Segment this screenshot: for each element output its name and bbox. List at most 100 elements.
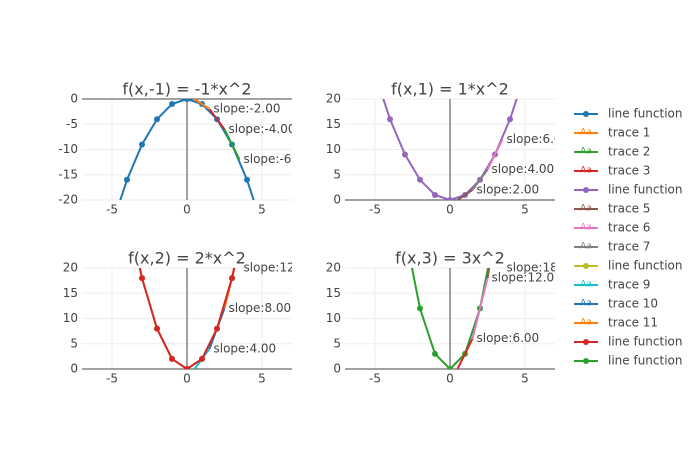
series-line [456, 338, 474, 369]
slope-label: slope:2.00 [477, 182, 540, 196]
series-line [208, 108, 226, 130]
point [522, 71, 528, 77]
y-tick-label: 15 [326, 117, 341, 131]
legend-label: line function [608, 354, 683, 368]
point [139, 275, 145, 282]
legend-label: line function [608, 183, 683, 197]
y-tick-label: 5 [70, 336, 78, 350]
legend-text-symbol: Aa [580, 318, 592, 328]
point [417, 176, 423, 183]
legend-text-symbol: Aa [580, 204, 592, 214]
slope-label: slope:18.00 [507, 261, 577, 275]
x-tick-label: 5 [258, 372, 266, 386]
point [229, 275, 235, 282]
point [199, 355, 205, 362]
point [259, 222, 265, 228]
slope-label: slope:-4.00 [229, 122, 296, 136]
point [447, 366, 453, 369]
point [432, 350, 438, 357]
legend-marker [583, 111, 589, 117]
point [402, 230, 408, 236]
text-layer: slope:-2.00 slope:-6.00 slope:-4.00 [214, 102, 296, 167]
y-tick-label: -15 [58, 167, 78, 181]
slope-label: slope:4.00 [492, 162, 555, 176]
point [124, 176, 130, 183]
legend-marker [583, 263, 589, 269]
point [492, 230, 498, 236]
y-tick-label: 0 [70, 92, 78, 106]
y-tick-label: 0 [70, 362, 78, 376]
x-tick-label: 5 [258, 203, 266, 217]
legend-label: trace 9 [608, 278, 650, 292]
subplot: f(x,-1) = -1*x^2 0 -5 -10 -15 -20 -5 0 5 slope:-2… [58, 80, 296, 228]
x-tick-label: -5 [369, 203, 381, 217]
legend-text-symbol: Aa [580, 128, 592, 138]
point [244, 204, 250, 210]
subplot-title: f(x,-1) = -1*x^2 [122, 80, 251, 99]
legend-label: line function [608, 259, 683, 273]
legend-label: trace 7 [608, 240, 650, 254]
point [154, 325, 160, 332]
legend-text-symbol: Aa [580, 147, 592, 157]
slope-label: slope:8.00 [229, 301, 292, 315]
y-tick-label: -5 [66, 117, 78, 131]
plot-area [372, 71, 528, 200]
series-line [223, 128, 241, 161]
point [139, 141, 145, 148]
x-tick-label: -5 [106, 372, 118, 386]
slope-label: slope:4.00 [214, 341, 277, 355]
legend: line function Aa trace 1 Aa trace 2 Aa trace 3… [574, 107, 683, 368]
series-line [456, 189, 474, 200]
x-tick-label: 5 [521, 203, 529, 217]
point [169, 355, 175, 362]
y-tick-label: 20 [326, 261, 341, 275]
x-tick-label: 0 [183, 372, 191, 386]
legend-label: trace 3 [608, 164, 650, 178]
y-tick-label: -10 [58, 142, 78, 156]
plot-area [109, 99, 265, 228]
point [417, 305, 423, 312]
legend-text-symbol: Aa [580, 299, 592, 309]
x-tick-label: -5 [106, 203, 118, 217]
legend-text-symbol: Aa [580, 280, 592, 290]
y-tick-label: -20 [58, 193, 78, 207]
legend-label: trace 5 [608, 202, 650, 216]
plot-area [402, 230, 498, 369]
text-layer: slope:2.00 slope:6.00 slope:4.00 [477, 132, 570, 197]
point [507, 116, 513, 123]
point [244, 176, 250, 183]
point [124, 204, 130, 210]
y-tick-label: 0 [333, 362, 341, 376]
x-tick-label: 0 [446, 372, 454, 386]
y-tick-label: 15 [63, 286, 78, 300]
slope-label: slope:12.00 [492, 271, 562, 285]
slope-label: slope:6.00 [507, 132, 570, 146]
subplot-title: f(x,1) = 1*x^2 [391, 80, 509, 99]
legend-text-symbol: Aa [580, 223, 592, 233]
point [124, 204, 130, 210]
legend-label: trace 2 [608, 145, 650, 159]
text-layer: slope:4.00 slope:8.00 slope:12.00 [214, 261, 314, 356]
point [184, 99, 190, 102]
legend-label: line function [608, 335, 683, 349]
legend-marker [583, 339, 589, 345]
y-tick-label: 10 [326, 142, 341, 156]
slope-label: slope:12.00 [244, 261, 314, 275]
point [214, 325, 220, 332]
slope-label: slope:-2.00 [214, 102, 281, 116]
series-line [486, 138, 504, 171]
y-tick-label: 20 [326, 92, 341, 106]
legend-label: trace 6 [608, 221, 650, 235]
point [109, 222, 115, 228]
y-tick-label: 20 [63, 261, 78, 275]
subplot-title: f(x,3) = 3x^2 [395, 249, 505, 268]
point [184, 366, 190, 369]
x-tick-label: 0 [183, 203, 191, 217]
y-tick-label: 10 [63, 311, 78, 325]
point [372, 71, 378, 77]
point [447, 197, 453, 200]
